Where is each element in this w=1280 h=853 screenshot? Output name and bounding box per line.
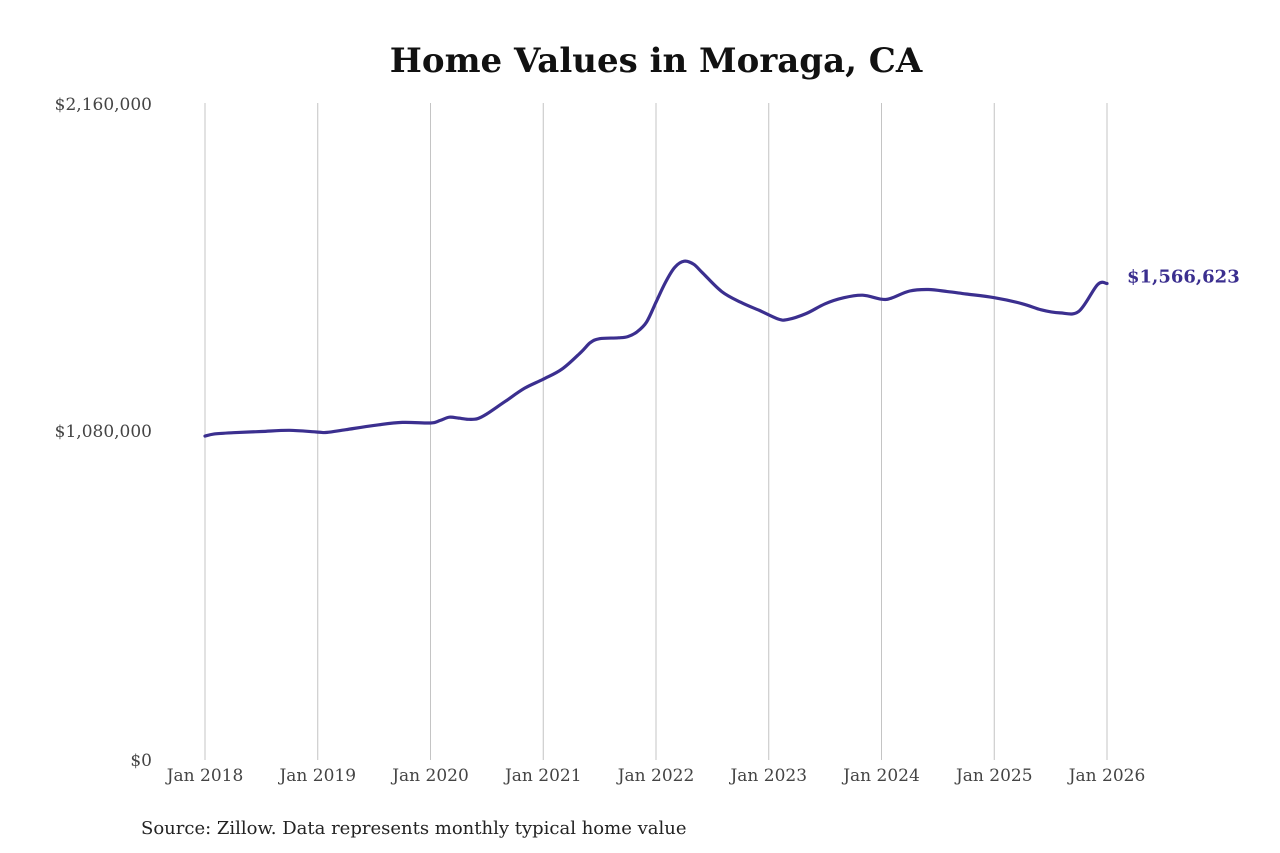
- vertical-grid-lines: [204, 103, 1108, 760]
- x-tick-label: Jan 2023: [728, 766, 807, 786]
- x-tick-label: Jan 2020: [390, 766, 469, 786]
- y-tick-label-mid: $1,080,000: [55, 422, 152, 442]
- y-axis-ticks: $2,160,000 $1,080,000 $0: [55, 95, 152, 771]
- latest-value-label: $1,566,623: [1127, 266, 1240, 287]
- x-axis-ticks: Jan 2018 Jan 2019 Jan 2020 Jan 2021 Jan …: [165, 766, 1146, 786]
- x-tick-label: Jan 2025: [954, 766, 1033, 786]
- x-tick-label: Jan 2022: [616, 766, 695, 786]
- x-tick-label: Jan 2018: [165, 766, 244, 786]
- x-tick-label: Jan 2019: [277, 766, 356, 786]
- y-tick-label-zero: $0: [130, 751, 152, 771]
- x-tick-label: Jan 2026: [1067, 766, 1146, 786]
- y-tick-label-max: $2,160,000: [55, 95, 152, 115]
- x-tick-label: Jan 2021: [503, 766, 582, 786]
- x-tick-label: Jan 2024: [841, 766, 920, 786]
- home-value-line: [203, 259, 1109, 438]
- chart-title: Home Values in Moraga, CA: [390, 41, 923, 81]
- source-note: Source: Zillow. Data represents monthly …: [141, 818, 687, 839]
